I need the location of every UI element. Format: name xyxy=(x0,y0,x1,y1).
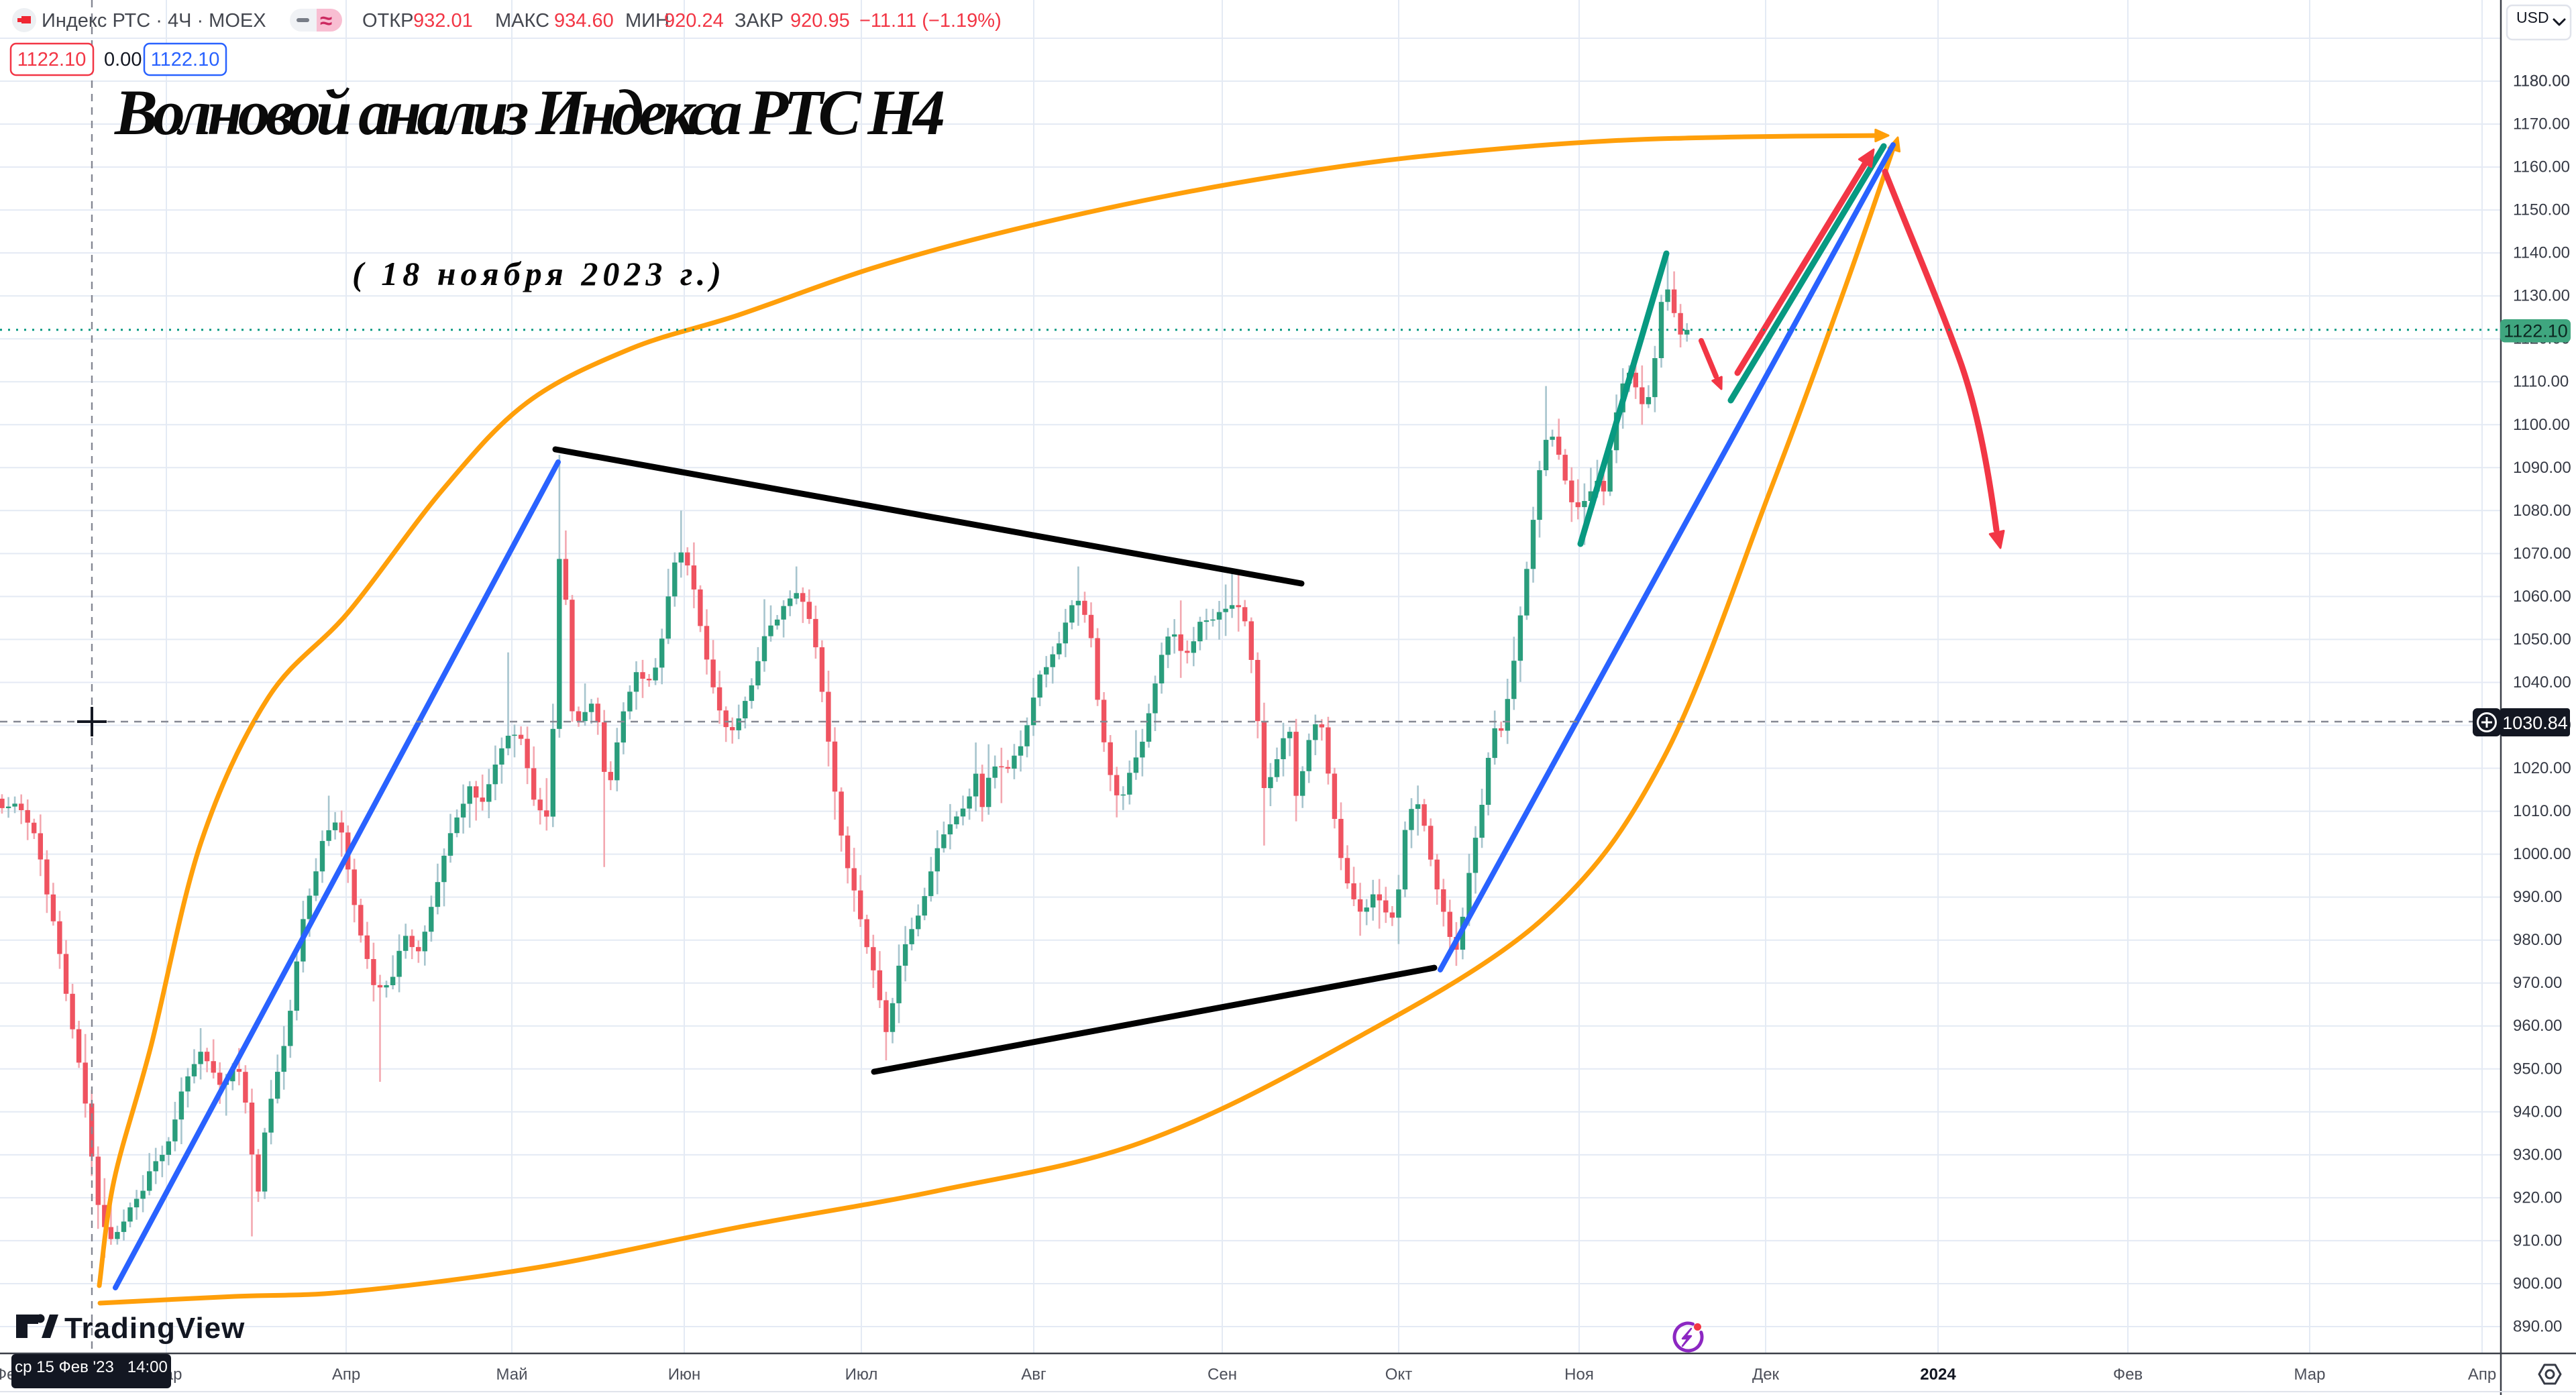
svg-text:920.00: 920.00 xyxy=(2513,1188,2562,1207)
svg-text:Июн: Июн xyxy=(668,1365,701,1384)
svg-text:Апр: Апр xyxy=(2468,1365,2496,1384)
svg-text:0.00: 0.00 xyxy=(104,49,142,70)
svg-text:Мар: Мар xyxy=(2294,1365,2326,1384)
svg-text:МИН: МИН xyxy=(625,10,669,32)
svg-text:1180.00: 1180.00 xyxy=(2513,72,2570,91)
svg-text:ОТКР: ОТКР xyxy=(362,10,414,32)
svg-text:Апр: Апр xyxy=(332,1365,360,1384)
svg-text:1090.00: 1090.00 xyxy=(2513,459,2571,477)
svg-text:932.01: 932.01 xyxy=(413,10,473,32)
svg-text:1160.00: 1160.00 xyxy=(2513,158,2570,176)
svg-text:1122.10: 1122.10 xyxy=(151,49,220,70)
svg-text:1110.00: 1110.00 xyxy=(2513,373,2569,391)
svg-text:Дек: Дек xyxy=(1752,1365,1780,1384)
svg-text:1122.10: 1122.10 xyxy=(2504,321,2568,341)
svg-text:970.00: 970.00 xyxy=(2513,974,2562,992)
svg-text:1130.00: 1130.00 xyxy=(2513,287,2570,305)
svg-text:890.00: 890.00 xyxy=(2513,1318,2562,1336)
svg-text:920.24: 920.24 xyxy=(664,10,724,32)
svg-text:1140.00: 1140.00 xyxy=(2513,244,2570,262)
svg-text:TradingView: TradingView xyxy=(64,1312,245,1345)
svg-text:1180.00: 1180.00 xyxy=(2513,72,2570,91)
svg-text:1100.00: 1100.00 xyxy=(2513,416,2570,434)
svg-text:1060.00: 1060.00 xyxy=(2513,588,2571,606)
svg-text:920.95: 920.95 xyxy=(790,10,850,32)
svg-text:980.00: 980.00 xyxy=(2513,931,2562,949)
svg-text:930.00: 930.00 xyxy=(2513,1146,2562,1164)
svg-text:900.00: 900.00 xyxy=(2513,1275,2562,1293)
svg-text:1010.00: 1010.00 xyxy=(2513,802,2571,820)
svg-text:( 18 ноября 2023 г.): ( 18 ноября 2023 г.) xyxy=(352,255,721,292)
svg-text:Июл: Июл xyxy=(845,1365,878,1384)
svg-text:≈: ≈ xyxy=(320,8,332,33)
svg-text:1020.00: 1020.00 xyxy=(2513,759,2571,777)
svg-text:Ноя: Ноя xyxy=(1564,1365,1594,1384)
svg-text:ср 15 Фев '23 14:00: ср 15 Фев '23 14:00 xyxy=(15,1358,168,1376)
svg-text:USD: USD xyxy=(2516,9,2549,26)
svg-text:1030.84: 1030.84 xyxy=(2502,713,2568,733)
svg-text:−11.11 (−1.19%): −11.11 (−1.19%) xyxy=(859,10,1002,32)
svg-text:910.00: 910.00 xyxy=(2513,1231,2562,1249)
svg-text:2024: 2024 xyxy=(1920,1365,1956,1384)
svg-text:940.00: 940.00 xyxy=(2513,1103,2562,1121)
svg-text:Сен: Сен xyxy=(1208,1365,1237,1384)
svg-text:ЗАКР: ЗАКР xyxy=(735,10,784,32)
svg-text:Фев: Фев xyxy=(2113,1365,2143,1384)
svg-text:1070.00: 1070.00 xyxy=(2513,545,2571,563)
svg-text:МАКС: МАКС xyxy=(495,10,549,32)
svg-text:1150.00: 1150.00 xyxy=(2513,201,2570,219)
svg-text:Окт: Окт xyxy=(1385,1365,1412,1384)
svg-text:1000.00: 1000.00 xyxy=(2513,845,2571,863)
svg-text:1170.00: 1170.00 xyxy=(2513,115,2570,133)
svg-text:Индекс РТС · 4Ч · MOEX: Индекс РТС · 4Ч · MOEX xyxy=(42,10,266,32)
svg-text:Волновой анализ Индекса РТС Н4: Волновой анализ Индекса РТС Н4 xyxy=(114,76,945,148)
svg-text:1050.00: 1050.00 xyxy=(2513,630,2571,649)
svg-text:1040.00: 1040.00 xyxy=(2513,673,2571,691)
svg-text:960.00: 960.00 xyxy=(2513,1017,2562,1035)
svg-text:Май: Май xyxy=(496,1365,527,1384)
svg-text:1080.00: 1080.00 xyxy=(2513,502,2571,520)
svg-text:Авг: Авг xyxy=(1021,1365,1046,1384)
svg-text:990.00: 990.00 xyxy=(2513,888,2562,906)
svg-text:934.60: 934.60 xyxy=(554,10,614,32)
svg-text:1122.10: 1122.10 xyxy=(17,49,87,70)
svg-text:950.00: 950.00 xyxy=(2513,1060,2562,1078)
